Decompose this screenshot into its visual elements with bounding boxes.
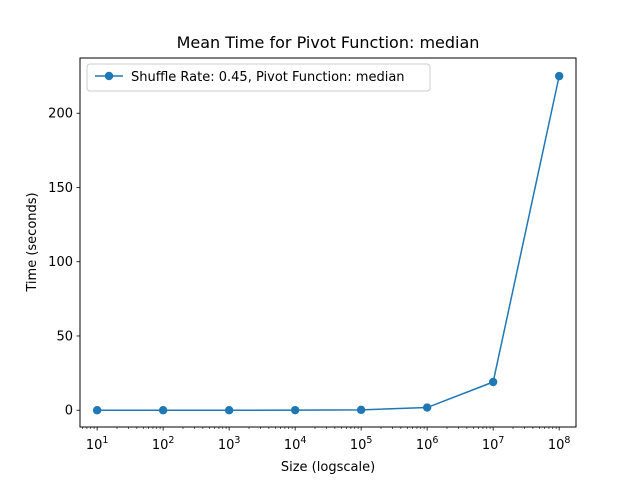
x-tick-label: 108 bbox=[548, 435, 571, 453]
data-point bbox=[488, 377, 498, 387]
x-tick-exponent: 8 bbox=[564, 435, 570, 446]
x-tick-exponent: 7 bbox=[498, 435, 504, 446]
x-tick-exponent: 2 bbox=[168, 435, 174, 446]
legend-marker-swatch bbox=[104, 71, 114, 81]
x-tick-label: 102 bbox=[152, 435, 175, 453]
x-tick-label: 103 bbox=[218, 435, 241, 453]
data-point bbox=[224, 406, 234, 415]
plot-frame bbox=[79, 57, 577, 428]
y-tick-label: 50 bbox=[56, 329, 73, 344]
x-tick-base: 10 bbox=[152, 438, 169, 453]
x-tick-exponent: 5 bbox=[366, 435, 372, 446]
x-tick-label: 106 bbox=[416, 435, 439, 453]
y-axis-ticks: 0 50 100 150 200 bbox=[48, 107, 80, 419]
data-point bbox=[554, 71, 564, 81]
data-point bbox=[290, 405, 300, 415]
y-tick-label: 200 bbox=[48, 107, 73, 122]
data-point bbox=[422, 403, 432, 412]
x-tick-base: 10 bbox=[284, 438, 301, 453]
y-tick-label: 150 bbox=[48, 181, 73, 196]
x-axis-ticks: 101 102 103 104 105 106 107 108 bbox=[82, 427, 570, 453]
y-tick-label: 0 bbox=[65, 404, 73, 419]
chart-title: Mean Time for Pivot Function: median bbox=[177, 33, 480, 52]
x-tick-exponent: 4 bbox=[300, 435, 306, 446]
legend-frame bbox=[86, 63, 431, 92]
x-tick-exponent: 1 bbox=[102, 435, 108, 446]
y-axis-label: Time (seconds) bbox=[25, 192, 40, 292]
x-tick-label: 101 bbox=[86, 435, 109, 453]
x-tick-base: 10 bbox=[416, 438, 433, 453]
x-tick-label: 105 bbox=[350, 435, 373, 453]
data-point bbox=[92, 406, 102, 415]
x-tick-base: 10 bbox=[86, 438, 103, 453]
x-tick-exponent: 6 bbox=[432, 435, 438, 446]
x-axis-label: Size (logscale) bbox=[281, 460, 375, 475]
x-tick-base: 10 bbox=[218, 438, 235, 453]
x-tick-base: 10 bbox=[482, 438, 499, 453]
series-layer bbox=[92, 71, 564, 415]
legend-entry-label: Shuffle Rate: 0.45, Pivot Function: medi… bbox=[131, 70, 405, 85]
legend: Shuffle Rate: 0.45, Pivot Function: medi… bbox=[86, 63, 431, 92]
x-tick-exponent: 3 bbox=[234, 435, 240, 446]
series-line bbox=[97, 75, 560, 411]
data-point bbox=[158, 406, 168, 415]
x-tick-label: 107 bbox=[482, 435, 505, 453]
data-point bbox=[356, 405, 366, 415]
plot-area bbox=[79, 57, 577, 428]
x-tick-base: 10 bbox=[350, 438, 367, 453]
y-tick-label: 100 bbox=[48, 255, 73, 270]
x-tick-label: 104 bbox=[284, 435, 307, 453]
x-tick-base: 10 bbox=[548, 438, 565, 453]
